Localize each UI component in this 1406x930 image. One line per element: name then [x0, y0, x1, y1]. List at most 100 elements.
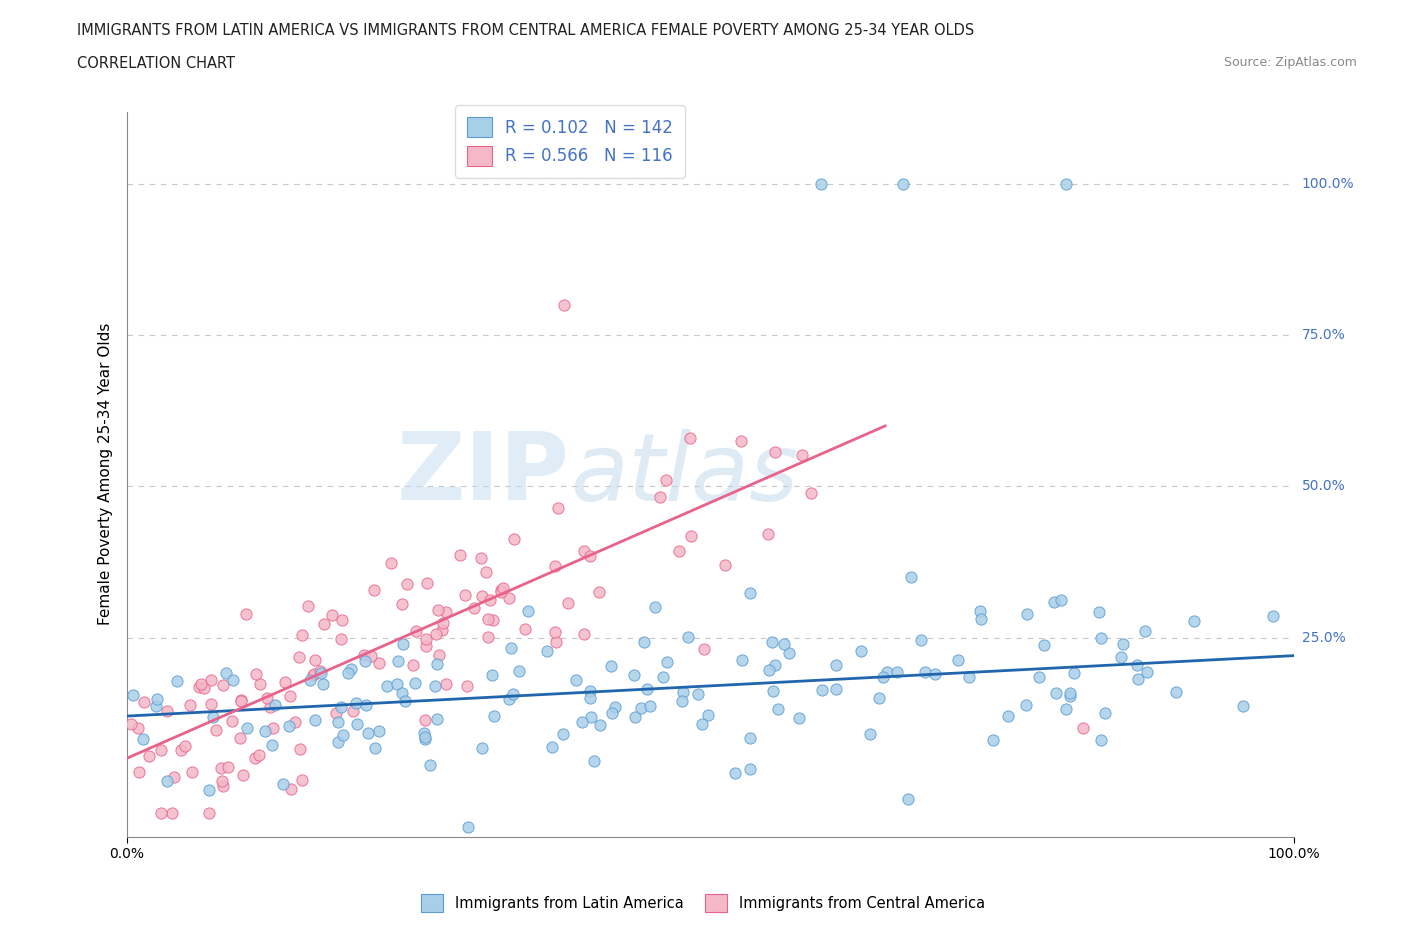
Point: [291, 773, 314, 788]
Point: [1059, 685, 1081, 700]
Point: [1232, 698, 1254, 713]
Point: [221, 713, 243, 728]
Point: [328, 715, 350, 730]
Point: [243, 751, 266, 765]
Point: [690, 716, 713, 731]
Point: [508, 664, 530, 679]
Point: [571, 714, 593, 729]
Point: [1164, 684, 1187, 699]
Point: [546, 635, 568, 650]
Point: [274, 674, 297, 689]
Point: [231, 693, 253, 708]
Point: [572, 543, 595, 558]
Point: [229, 694, 252, 709]
Point: [425, 679, 447, 694]
Point: [278, 719, 301, 734]
Point: [914, 665, 936, 680]
Point: [1090, 732, 1112, 747]
Point: [714, 557, 737, 572]
Point: [413, 730, 436, 745]
Point: [588, 584, 610, 599]
Text: 75.0%: 75.0%: [1302, 328, 1346, 342]
Point: [181, 764, 204, 779]
Point: [304, 667, 326, 682]
Point: [169, 743, 191, 758]
Point: [415, 712, 437, 727]
Point: [564, 672, 586, 687]
Point: [1045, 685, 1067, 700]
Point: [434, 604, 457, 619]
Point: [536, 644, 558, 658]
Point: [696, 708, 718, 723]
Point: [253, 724, 276, 739]
Point: [156, 704, 179, 719]
Point: [957, 670, 980, 684]
Point: [430, 622, 453, 637]
Point: [471, 740, 494, 755]
Point: [330, 631, 353, 646]
Point: [405, 623, 427, 638]
Point: [849, 644, 872, 658]
Point: [778, 645, 800, 660]
Point: [891, 177, 914, 192]
Point: [686, 687, 709, 702]
Point: [179, 698, 201, 712]
Text: CORRELATION CHART: CORRELATION CHART: [77, 56, 235, 71]
Point: [654, 472, 676, 487]
Point: [672, 685, 695, 700]
Point: [353, 648, 375, 663]
Point: [758, 663, 780, 678]
Point: [589, 717, 612, 732]
Point: [868, 690, 890, 705]
Point: [478, 592, 501, 607]
Point: [799, 485, 821, 500]
Point: [492, 581, 515, 596]
Point: [160, 805, 183, 820]
Point: [724, 765, 747, 780]
Point: [1015, 698, 1038, 712]
Point: [360, 648, 382, 663]
Point: [859, 726, 882, 741]
Point: [330, 613, 353, 628]
Point: [652, 670, 675, 684]
Point: [1063, 666, 1085, 681]
Point: [449, 548, 471, 563]
Point: [1109, 649, 1132, 664]
Point: [997, 709, 1019, 724]
Point: [1054, 177, 1077, 192]
Point: [731, 653, 754, 668]
Point: [482, 709, 505, 724]
Text: ZIP: ZIP: [396, 429, 569, 520]
Point: [174, 739, 197, 754]
Point: [763, 445, 786, 459]
Point: [197, 805, 219, 820]
Point: [897, 792, 920, 807]
Point: [544, 558, 567, 573]
Point: [551, 726, 574, 741]
Point: [212, 678, 235, 693]
Point: [648, 490, 671, 505]
Point: [738, 585, 761, 600]
Point: [304, 713, 326, 728]
Point: [600, 706, 623, 721]
Point: [340, 661, 363, 676]
Point: [332, 728, 354, 743]
Point: [981, 733, 1004, 748]
Point: [138, 749, 160, 764]
Point: [145, 691, 167, 706]
Point: [346, 716, 368, 731]
Point: [547, 500, 569, 515]
Point: [120, 717, 142, 732]
Point: [288, 742, 311, 757]
Point: [128, 764, 150, 779]
Legend: R = 0.102   N = 142, R = 0.566   N = 116: R = 0.102 N = 142, R = 0.566 N = 116: [456, 105, 685, 178]
Point: [419, 757, 441, 772]
Text: 50.0%: 50.0%: [1302, 479, 1346, 494]
Point: [145, 699, 167, 714]
Point: [477, 612, 499, 627]
Point: [946, 653, 969, 668]
Point: [624, 710, 647, 724]
Point: [475, 565, 498, 579]
Point: [676, 630, 699, 644]
Point: [245, 667, 267, 682]
